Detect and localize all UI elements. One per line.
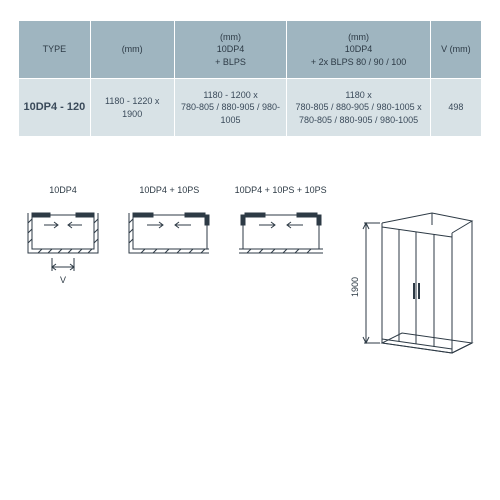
td-2blps: 1180 x 780-805 / 880-905 / 980-1005 x 78… [287, 79, 430, 137]
diagram-label: 10DP4 + 10PS [139, 185, 199, 195]
diagram-label: 10DP4 + 10PS + 10PS [235, 185, 327, 195]
plan-10dp4-icon: V [18, 203, 108, 293]
th-v: V (mm) [430, 21, 481, 79]
td-mm: 1180 - 1220 x 1900 [90, 79, 174, 137]
th-blps: (mm) 10DP4 + BLPS [174, 21, 287, 79]
th-type: TYPE [19, 21, 91, 79]
diagram-10dp4-10ps: 10DP4 + 10PS [119, 185, 219, 293]
td-type: 10DP4 - 120 [19, 79, 91, 137]
table-header-row: TYPE (mm) (mm) 10DP4 + BLPS (mm) 10DP4 +… [19, 21, 482, 79]
svg-text:V: V [60, 275, 66, 285]
table-row: 10DP4 - 120 1180 - 1220 x 1900 1180 - 12… [19, 79, 482, 137]
svg-text:1900: 1900 [350, 277, 360, 297]
plan-10dp4-2x10ps-icon [231, 203, 331, 293]
diagram-10dp4: 10DP4 [18, 185, 108, 293]
plan-10dp4-10ps-icon [119, 203, 219, 293]
diagram-10dp4-2x10ps: 10DP4 + 10PS + 10PS [231, 185, 331, 293]
td-blps: 1180 - 1200 x 780-805 / 880-905 / 980-10… [174, 79, 287, 137]
iso-enclosure-icon: 1900 [342, 203, 482, 373]
td-v: 498 [430, 79, 481, 137]
diagram-label [411, 185, 414, 195]
th-mm: (mm) [90, 21, 174, 79]
th-2blps: (mm) 10DP4 + 2x BLPS 80 / 90 / 100 [287, 21, 430, 79]
spec-table: TYPE (mm) (mm) 10DP4 + BLPS (mm) 10DP4 +… [18, 20, 482, 137]
diagram-iso: 1900 [342, 185, 482, 373]
diagram-label: 10DP4 [49, 185, 77, 195]
diagrams-row: 10DP4 [18, 185, 482, 373]
